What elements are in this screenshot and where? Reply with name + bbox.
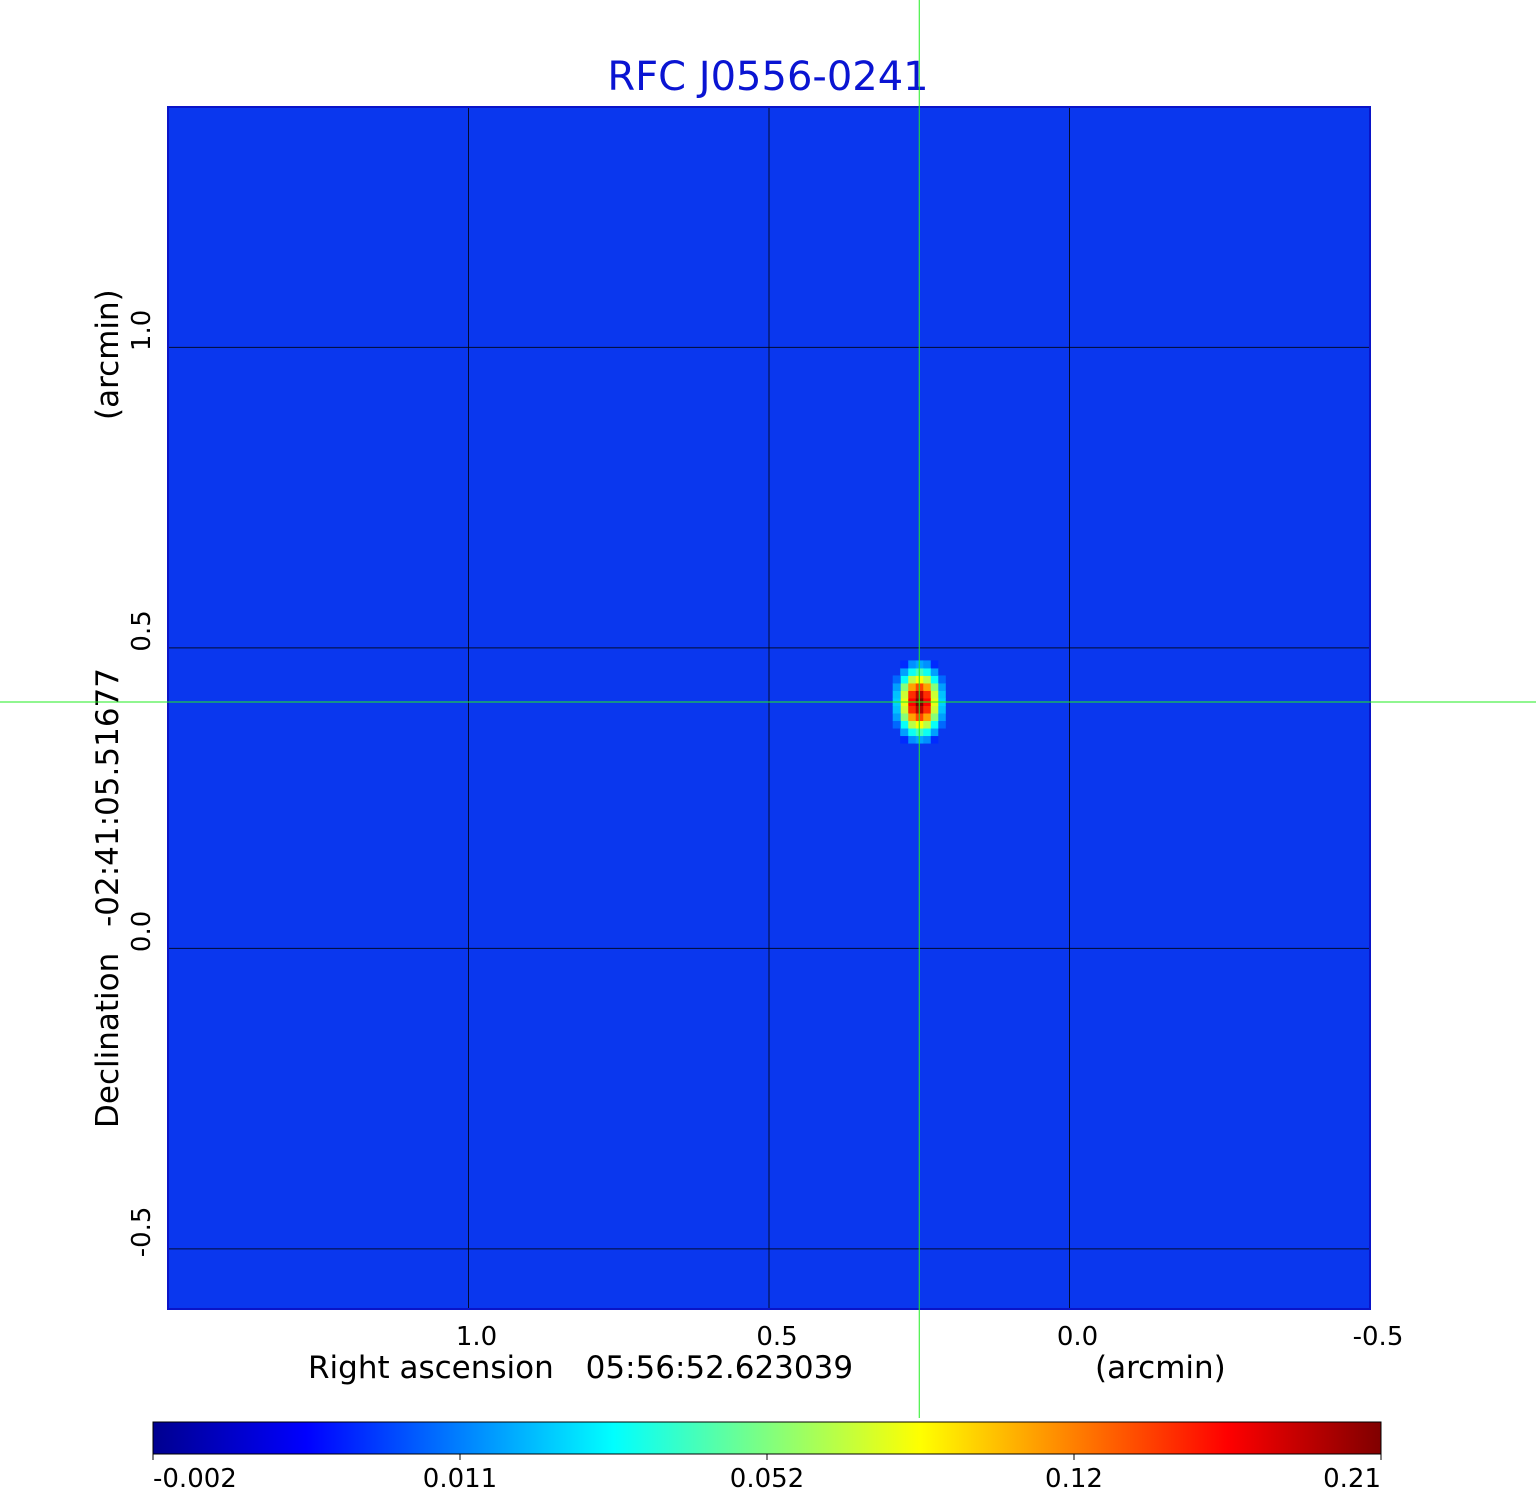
source-pixel <box>907 728 916 737</box>
source-pixel <box>907 682 916 691</box>
source-pixel <box>900 720 909 729</box>
colorbar: -0.002 0.011 0.052 0.12 0.21 <box>152 1421 1382 1494</box>
source-pixel <box>922 713 931 722</box>
source-pixel <box>892 690 901 699</box>
source-pixel <box>930 713 939 722</box>
x-axis-name: Right ascension <box>308 1350 554 1386</box>
source-pixel <box>892 713 901 722</box>
source-pixel <box>907 720 916 729</box>
source-pixel <box>892 675 901 684</box>
plot-frame <box>167 106 1371 1310</box>
source-pixel <box>930 667 939 676</box>
source-pixel <box>930 728 939 737</box>
source-pixel <box>937 690 946 699</box>
source-pixel <box>930 720 939 729</box>
source-pixel <box>900 682 909 691</box>
crosshair <box>0 0 1536 1418</box>
source-pixel <box>922 675 931 684</box>
source-pixel <box>922 735 931 744</box>
y-axis-unit: (arcmin) <box>90 289 126 420</box>
source-pixel <box>900 713 909 722</box>
source-pixel <box>930 660 939 669</box>
source-pixel <box>922 660 931 669</box>
x-tick-label: 0.5 <box>756 1322 797 1352</box>
colorbar-tick-label: 0.011 <box>423 1464 497 1494</box>
y-tick-label: -0.5 <box>127 1207 157 1258</box>
source-pixel <box>937 675 946 684</box>
source-pixel <box>907 667 916 676</box>
source-pixel <box>930 682 939 691</box>
source-pixel <box>937 682 946 691</box>
source-pixel <box>900 667 909 676</box>
source-pixel <box>937 713 946 722</box>
y-axis-name: Declination <box>90 953 126 1128</box>
x-tick-label: 1.0 <box>456 1322 497 1352</box>
source-pixel <box>937 705 946 714</box>
colorbar-tick-label: 0.21 <box>1323 1464 1381 1494</box>
source-pixel <box>907 735 916 744</box>
colorbar-gradient <box>152 1421 1382 1455</box>
source-pixel <box>922 690 931 699</box>
source-pixel <box>900 705 909 714</box>
source-pixel <box>907 675 916 684</box>
x-tick-label: -0.5 <box>1353 1322 1404 1352</box>
source-pixel <box>892 705 901 714</box>
source-pixel <box>900 728 909 737</box>
source-pixel <box>922 682 931 691</box>
source-pixel <box>930 735 939 744</box>
y-tick-label: 0.5 <box>127 610 157 651</box>
source-pixel <box>930 690 939 699</box>
source-pixel <box>900 660 909 669</box>
y-tick-labels: 1.0 0.5 0.0 -0.5 <box>127 310 157 1258</box>
source-pixel <box>900 675 909 684</box>
source-pixel <box>922 728 931 737</box>
plot-area <box>167 106 1371 1310</box>
colorbar-tick-label: 0.12 <box>1045 1464 1103 1494</box>
x-axis-unit: (arcmin) <box>1095 1350 1226 1386</box>
source-pixel <box>907 690 916 699</box>
source-pixel <box>930 705 939 714</box>
source-pixel <box>900 690 909 699</box>
source-pixel <box>922 667 931 676</box>
x-tick-label: 0.0 <box>1057 1322 1098 1352</box>
y-tick-label: 0.0 <box>127 911 157 952</box>
source-pixel <box>907 705 916 714</box>
y-tick-label: 1.0 <box>127 310 157 351</box>
source-pixel <box>930 675 939 684</box>
chart-title: RFC J0556-0241 <box>607 54 928 100</box>
source-pixel <box>892 682 901 691</box>
y-axis-label: Declination -02:41:05.51677 <box>90 668 126 1128</box>
source-pixel <box>922 720 931 729</box>
x-axis-center: 05:56:52.623039 <box>586 1350 853 1386</box>
source-pixel <box>907 713 916 722</box>
source-pixel <box>922 705 931 714</box>
x-tick-labels: 1.0 0.5 0.0 -0.5 <box>456 1322 1404 1352</box>
colorbar-tick-label: -0.002 <box>153 1464 237 1494</box>
colorbar-tick-labels: -0.002 0.011 0.052 0.12 0.21 <box>152 1454 1382 1494</box>
colorbar-tick-label: 0.052 <box>730 1464 804 1494</box>
x-axis-label: Right ascension 05:56:52.623039 <box>308 1350 853 1386</box>
y-axis-center: -02:41:05.51677 <box>90 668 126 927</box>
source-pixel <box>907 660 916 669</box>
source-pixel <box>900 735 909 744</box>
source-pixel <box>937 720 946 729</box>
source-pixel <box>892 720 901 729</box>
